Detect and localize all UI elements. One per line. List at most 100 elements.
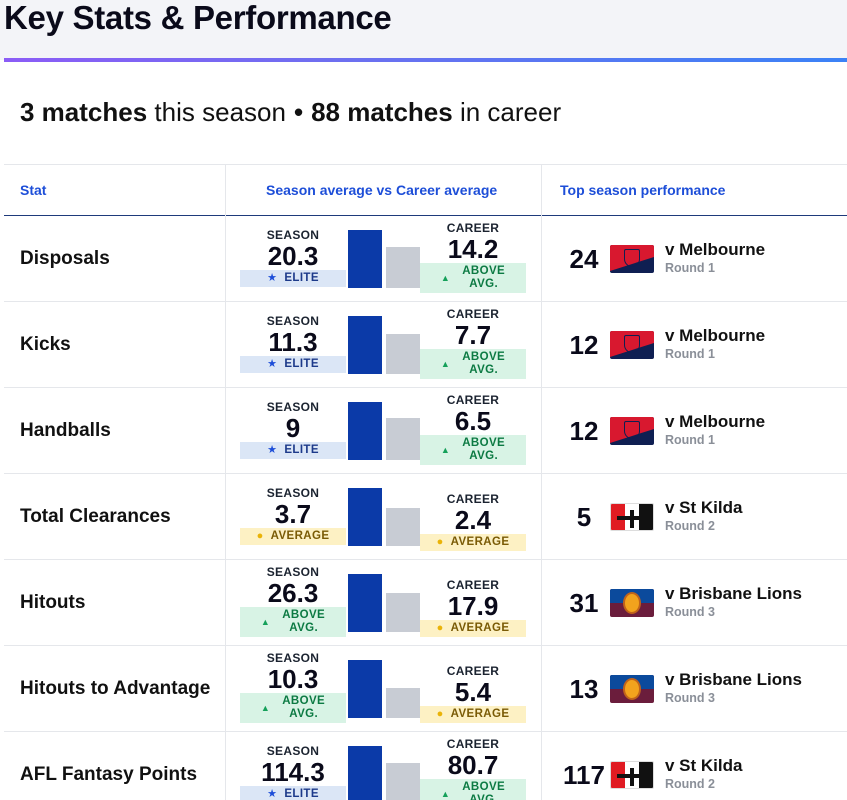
top-performance-value: 12 xyxy=(569,329,599,360)
season-value: 11.3 xyxy=(268,327,318,357)
up-triangle-icon: ▲ xyxy=(260,616,271,627)
career-value: 17.9 xyxy=(447,591,499,621)
stat-name: Disposals xyxy=(20,248,110,269)
dot-icon: ● xyxy=(256,530,264,542)
opponent-name[interactable]: v Brisbane Lions xyxy=(665,670,802,689)
badge-label: ABOVE AVG. xyxy=(462,351,505,377)
badge-label-line: AVG. xyxy=(469,794,499,800)
table-header: Stat Season average vs Career average To… xyxy=(4,164,847,216)
average-comparison: SEASON 9 ★ ELITE CAREER 6.5 ▲ ABOVE AVG. xyxy=(240,388,530,474)
column-header-average[interactable]: Season average vs Career average xyxy=(266,182,498,198)
season-rating-badge: ● AVERAGE xyxy=(240,528,346,545)
career-label: CAREER xyxy=(446,664,500,678)
column-header-top-performance[interactable]: Top season performance xyxy=(560,182,726,198)
table-row[interactable]: Disposals SEASON 20.3 ★ ELITE CAREER 14.2 ▲ ABOV… xyxy=(4,216,847,302)
opponent-name[interactable]: v St Kilda xyxy=(665,756,743,775)
average-comparison: SEASON 3.7 ● AVERAGE CAREER 2.4 ● AVERAGE xyxy=(240,474,530,560)
top-performance: 31 v Brisbane Lions Round 3 xyxy=(542,560,847,646)
up-triangle-icon: ▲ xyxy=(440,788,451,799)
star-icon: ★ xyxy=(267,788,278,800)
badge-label: ABOVE AVG. xyxy=(462,265,505,291)
opponent-name[interactable]: v St Kilda xyxy=(665,498,743,517)
career-block: CAREER 5.4 ● AVERAGE xyxy=(420,664,526,723)
star-icon: ★ xyxy=(267,444,278,456)
round-label: Round 1 xyxy=(665,433,715,447)
badge-label-line: AVG. xyxy=(469,364,499,376)
top-performance: 24 v Melbourne Round 1 xyxy=(542,216,847,302)
badge-label-line: ABOVE xyxy=(462,781,506,793)
season-text: this season xyxy=(154,97,286,127)
stat-name: Hitouts xyxy=(20,592,86,613)
career-value: 7.7 xyxy=(454,320,492,350)
career-value: 5.4 xyxy=(454,677,492,707)
career-block: CAREER 7.7 ▲ ABOVE AVG. xyxy=(420,307,526,379)
opponent-name[interactable]: v Melbourne xyxy=(665,412,766,431)
career-value: 14.2 xyxy=(447,234,499,264)
matches-summary: 3 matches this season • 88 matches in care… xyxy=(20,96,561,128)
top-performance: 12 v Melbourne Round 1 xyxy=(542,302,847,388)
top-performance: 12 v Melbourne Round 1 xyxy=(542,388,847,474)
table-row[interactable]: Hitouts to Advantage SEASON 10.3 ▲ ABOVE AVG.… xyxy=(4,646,847,732)
top-performance-value: 31 xyxy=(569,587,599,618)
career-label: CAREER xyxy=(446,221,500,235)
table-row[interactable]: Total Clearances SEASON 3.7 ● AVERAGE CAREER 2… xyxy=(4,474,847,560)
career-rating-badge: ● AVERAGE xyxy=(420,706,526,723)
badge-label-line: ABOVE xyxy=(462,437,506,449)
season-value: 20.3 xyxy=(267,241,319,271)
dot-icon: ● xyxy=(436,622,444,634)
round-label: Round 3 xyxy=(665,605,715,619)
season-average-bar xyxy=(348,316,382,374)
top-performance: 5 v St Kilda Round 2 xyxy=(542,474,847,560)
season-label: SEASON xyxy=(266,400,320,414)
star-icon: ★ xyxy=(267,272,278,284)
season-block: SEASON 9 ★ ELITE xyxy=(240,400,346,459)
page-title: Key Stats & Performance xyxy=(4,0,392,36)
stat-name: Total Clearances xyxy=(20,506,171,527)
badge-label: AVERAGE xyxy=(450,536,510,548)
top-performance: 117 v St Kilda Round 2 xyxy=(542,732,847,800)
melbourne-logo xyxy=(610,417,654,445)
st-kilda-logo xyxy=(610,761,654,789)
table-row[interactable]: Handballs SEASON 9 ★ ELITE CAREER 6.5 ▲ ABOVE AVG… xyxy=(4,388,847,474)
top-performance-value: 12 xyxy=(569,415,599,446)
top-performance-value: 13 xyxy=(569,673,599,704)
season-label: SEASON xyxy=(266,565,320,579)
up-triangle-icon: ▲ xyxy=(440,444,451,455)
badge-label-line: AVG. xyxy=(289,708,319,720)
badge-label: ABOVE AVG. xyxy=(462,437,505,463)
average-comparison: SEASON 10.3 ▲ ABOVE AVG. CAREER 5.4 ● AVERAGE xyxy=(240,646,530,732)
melbourne-logo xyxy=(610,245,654,273)
career-block: CAREER 2.4 ● AVERAGE xyxy=(420,492,526,551)
opponent-name[interactable]: v Brisbane Lions xyxy=(665,584,802,603)
stat-name: Hitouts to Advantage xyxy=(20,678,211,699)
table-row[interactable]: Hitouts SEASON 26.3 ▲ ABOVE AVG. CAREER 17.9 ● AV… xyxy=(4,560,847,646)
opponent-name[interactable]: v Melbourne xyxy=(665,240,766,259)
season-rating-badge: ▲ ABOVE AVG. xyxy=(240,693,346,723)
season-average-bar xyxy=(348,402,382,460)
season-average-bar xyxy=(348,574,382,632)
career-label: CAREER xyxy=(446,393,500,407)
table-row[interactable]: Kicks SEASON 11.3 ★ ELITE CAREER 7.7 ▲ ABOVE AVG.… xyxy=(4,302,847,388)
logo-shape xyxy=(623,678,641,700)
season-average-bar xyxy=(348,230,382,288)
column-divider xyxy=(541,164,542,800)
up-triangle-icon: ▲ xyxy=(440,358,451,369)
season-rating-badge: ★ ELITE xyxy=(240,270,346,287)
season-block: SEASON 3.7 ● AVERAGE xyxy=(240,486,346,545)
st-kilda-logo xyxy=(610,503,654,531)
round-label: Round 3 xyxy=(665,691,715,705)
melbourne-logo xyxy=(610,331,654,359)
career-rating-badge: ▲ ABOVE AVG. xyxy=(420,435,526,465)
badge-label-line: AVG. xyxy=(289,622,319,634)
header-bar xyxy=(0,0,847,60)
up-triangle-icon: ▲ xyxy=(440,272,451,283)
season-rating-badge: ▲ ABOVE AVG. xyxy=(240,607,346,637)
column-header-stat[interactable]: Stat xyxy=(20,182,47,198)
table-row[interactable]: AFL Fantasy Points SEASON 114.3 ★ ELITE CAREE… xyxy=(4,732,847,800)
career-average-bar xyxy=(386,763,420,800)
opponent-name[interactable]: v Melbourne xyxy=(665,326,766,345)
career-value: 80.7 xyxy=(447,750,499,780)
career-rating-badge: ▲ ABOVE AVG. xyxy=(420,263,526,293)
logo-shape xyxy=(624,421,640,439)
average-comparison: SEASON 114.3 ★ ELITE CAREER 80.7 ▲ ABOVE AVG. xyxy=(240,732,530,800)
